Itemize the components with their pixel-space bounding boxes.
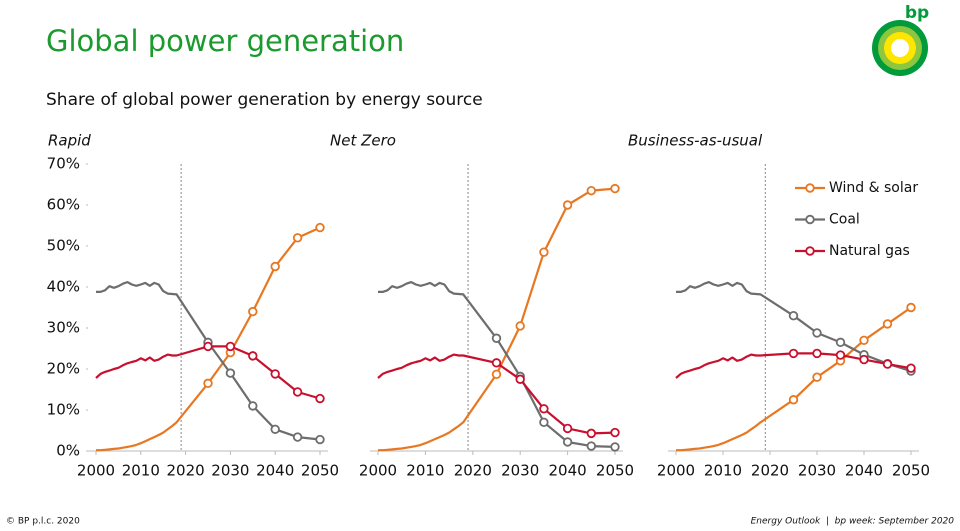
series-marker xyxy=(225,341,236,352)
series-marker xyxy=(270,369,280,379)
series-marker xyxy=(586,441,596,451)
series-line xyxy=(676,306,912,452)
series-marker xyxy=(835,337,846,348)
x-tick-label: 2050 xyxy=(892,462,930,480)
series-marker xyxy=(292,387,303,397)
logo-text: bp xyxy=(905,3,929,23)
series-marker xyxy=(270,424,280,434)
series-line xyxy=(378,187,616,452)
series-marker xyxy=(882,319,893,329)
legend-marker xyxy=(805,183,815,193)
series-marker xyxy=(539,417,549,427)
x-tick-label: 2030 xyxy=(798,462,836,480)
series-marker xyxy=(906,302,916,313)
legend-label: Coal xyxy=(829,212,860,228)
series-marker xyxy=(562,437,573,447)
series-marker xyxy=(562,200,573,210)
series-marker xyxy=(248,351,258,361)
y-tick-label: 20% xyxy=(47,360,80,378)
x-tick-label: 2000 xyxy=(657,462,695,480)
series-marker xyxy=(586,185,596,196)
series-marker xyxy=(812,372,822,382)
series-marker xyxy=(292,432,303,442)
series-marker xyxy=(292,233,303,243)
x-tick-label: 2020 xyxy=(167,462,205,480)
series-marker xyxy=(515,374,525,384)
series-line xyxy=(96,281,321,441)
panel-title: Business-as-usual xyxy=(628,132,763,150)
series-marker xyxy=(859,335,869,345)
series-marker xyxy=(835,350,846,360)
series-marker xyxy=(515,321,525,331)
series-marker xyxy=(586,428,596,439)
series-marker xyxy=(315,434,325,445)
legend-label: Natural gas xyxy=(829,243,910,259)
series-marker xyxy=(539,247,549,257)
x-tick-label: 2050 xyxy=(301,462,339,480)
series-marker xyxy=(788,348,799,359)
subtitle: Share of global power generation by ener… xyxy=(46,90,483,110)
series-marker xyxy=(788,311,799,321)
legend-marker xyxy=(805,246,815,256)
series-marker xyxy=(610,442,620,452)
x-tick-label: 2030 xyxy=(211,462,249,480)
x-tick-label: 2020 xyxy=(751,462,789,480)
series-marker xyxy=(315,222,325,233)
series-marker xyxy=(491,358,502,368)
series-line xyxy=(95,345,321,400)
series-marker xyxy=(315,393,325,404)
x-tick-label: 2010 xyxy=(704,462,742,480)
x-tick-label: 2030 xyxy=(501,462,539,480)
series-marker xyxy=(539,404,549,414)
series-marker xyxy=(248,401,258,411)
y-tick-label: 40% xyxy=(47,278,80,296)
footer-left: © BP p.l.c. 2020 xyxy=(6,517,80,527)
footer-right: Energy Outlook | bp week: September 2020 xyxy=(751,517,955,527)
x-tick-label: 2040 xyxy=(845,462,883,480)
x-tick-label: 2050 xyxy=(596,462,634,480)
x-tick-label: 2000 xyxy=(77,462,115,480)
series-marker xyxy=(788,395,799,405)
x-tick-label: 2040 xyxy=(256,462,294,480)
x-tick-label: 2010 xyxy=(406,462,444,480)
series-marker xyxy=(203,341,213,352)
y-tick-label: 10% xyxy=(47,401,80,419)
series-marker xyxy=(812,328,822,338)
slide-title: Global power generation xyxy=(46,24,404,58)
x-tick-label: 2020 xyxy=(454,462,492,480)
y-tick-label: 30% xyxy=(47,319,80,337)
panel-title: Rapid xyxy=(48,132,91,150)
legend-marker xyxy=(805,214,815,225)
series-marker xyxy=(203,378,213,389)
x-tick-label: 2000 xyxy=(359,462,397,480)
series-marker xyxy=(610,427,620,438)
series-marker xyxy=(491,333,502,343)
x-tick-label: 2040 xyxy=(549,462,587,480)
series-marker xyxy=(610,183,620,194)
panel-title: Net Zero xyxy=(330,132,396,150)
series-marker xyxy=(248,306,258,317)
series-marker xyxy=(882,359,893,369)
series-marker xyxy=(270,261,280,272)
series-marker xyxy=(812,348,822,359)
legend-label: Wind & solar xyxy=(829,180,918,196)
series-marker xyxy=(906,363,916,373)
series-marker xyxy=(859,354,869,365)
series-marker xyxy=(491,369,502,380)
x-tick-label: 2010 xyxy=(122,462,160,480)
series-marker xyxy=(562,423,573,434)
y-tick-label: 0% xyxy=(56,442,80,460)
y-tick-label: 50% xyxy=(47,237,80,255)
bp-logo: bp xyxy=(872,3,929,76)
series-marker xyxy=(225,368,236,378)
y-tick-label: 70% xyxy=(47,155,80,173)
y-tick-label: 60% xyxy=(47,196,80,214)
